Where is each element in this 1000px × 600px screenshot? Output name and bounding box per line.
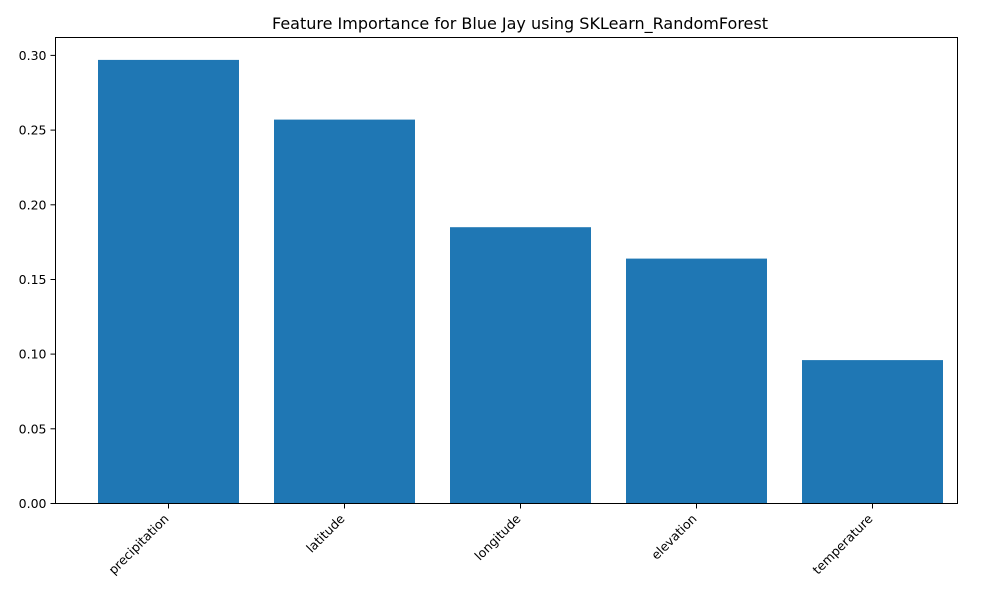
y-tick-label: 0.00 (19, 496, 47, 511)
x-tick-label: longitude (471, 511, 523, 563)
bar-elevation (626, 258, 767, 504)
y-axis: 0.00 0.05 0.10 0.15 0.20 0.25 0.30 (19, 48, 56, 511)
x-tick-label: elevation (648, 511, 700, 563)
bar-longitude (450, 227, 591, 504)
x-axis: precipitation latitude longitude elevation t… (105, 503, 876, 577)
y-tick-label: 0.10 (19, 347, 47, 362)
x-tick-label: temperature (809, 511, 875, 577)
bar-latitude (274, 119, 415, 504)
y-tick-label: 0.05 (19, 421, 47, 436)
y-tick-label: 0.15 (19, 272, 47, 287)
chart-title: Feature Importance for Blue Jay using SK… (272, 14, 768, 34)
y-tick-label: 0.25 (19, 123, 47, 138)
y-tick-label: 0.30 (19, 48, 47, 63)
bar-precipitation (98, 59, 239, 504)
y-tick-label: 0.20 (19, 197, 47, 212)
x-tick-label: latitude (303, 511, 348, 556)
plot-frame (55, 37, 958, 504)
x-tick-label: precipitation (105, 511, 171, 577)
bar-temperature (802, 360, 943, 504)
bars-layer (98, 59, 943, 504)
